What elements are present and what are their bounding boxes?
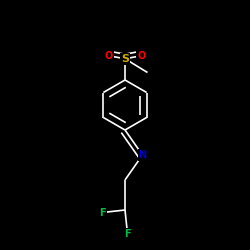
Text: S: S bbox=[121, 54, 129, 64]
Text: O: O bbox=[137, 51, 145, 61]
Text: N: N bbox=[138, 150, 146, 160]
Text: F: F bbox=[99, 208, 106, 218]
Text: F: F bbox=[124, 229, 131, 239]
Text: O: O bbox=[104, 51, 113, 61]
